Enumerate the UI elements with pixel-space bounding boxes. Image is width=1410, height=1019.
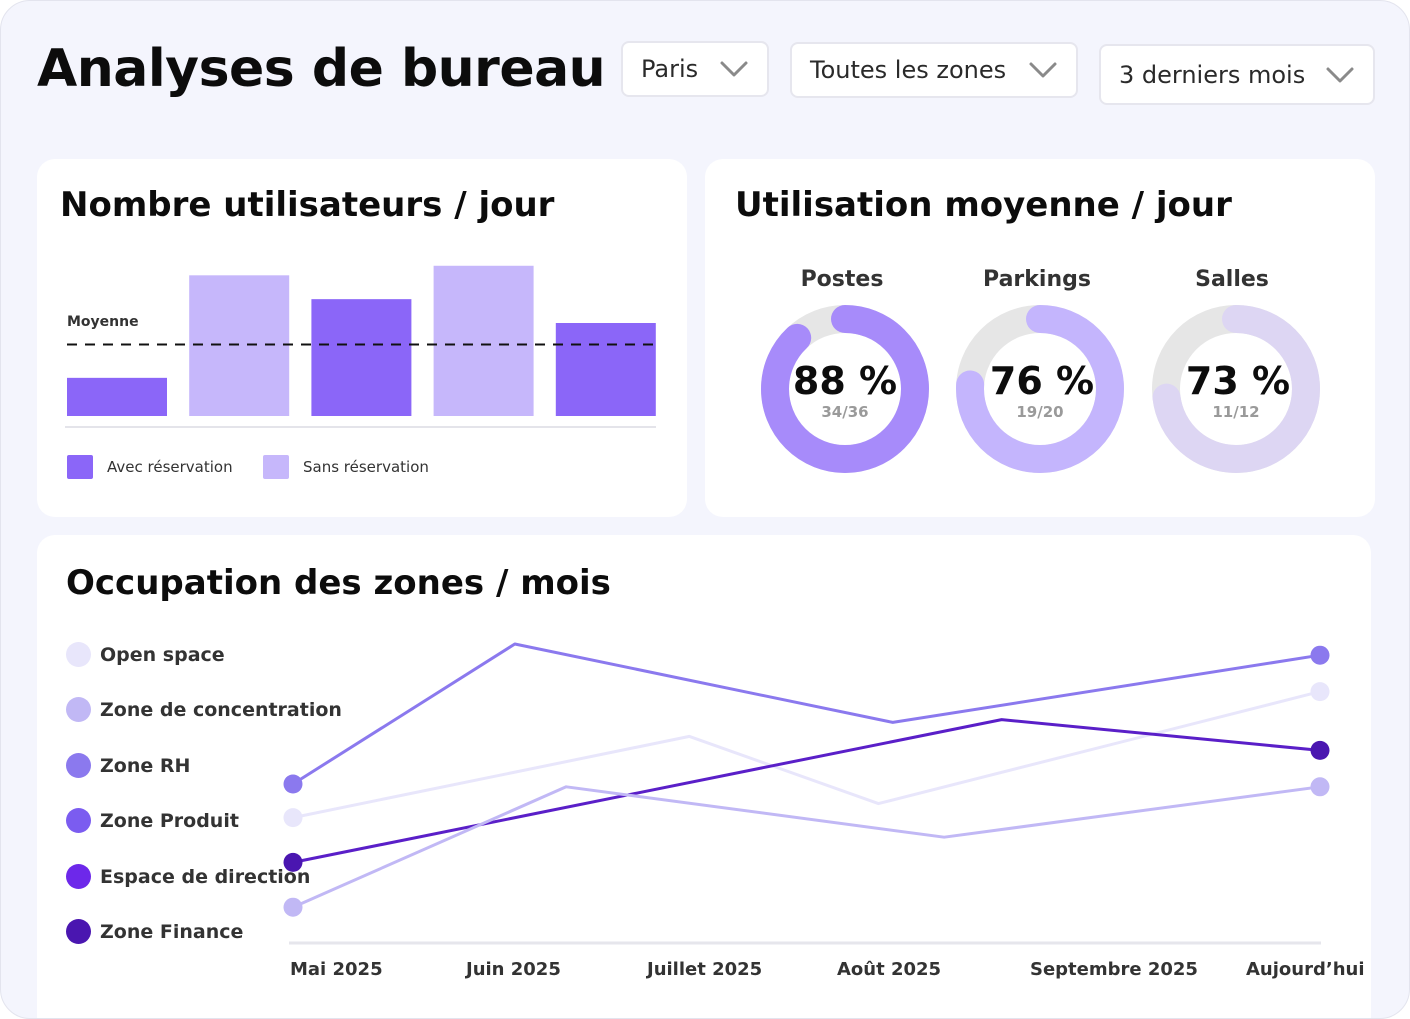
series-point: [283, 897, 303, 917]
donut-percent-parkings: 76 %: [989, 359, 1095, 403]
legend-dot: [66, 697, 91, 722]
legend-dot: [66, 808, 91, 833]
chevron-down-icon: [720, 61, 748, 77]
chevron-down-icon: [1326, 67, 1354, 82]
zone-legend-label: Espace de direction: [100, 865, 311, 888]
donut-label-postes: Postes: [800, 267, 884, 292]
x-tick-label: Août 2025: [837, 959, 942, 980]
donut-percent-salles: 73 %: [1185, 359, 1291, 403]
x-tick-label: Aujourd’hui: [1246, 959, 1365, 980]
city-dropdown-value: Paris: [641, 55, 699, 83]
bar: [189, 275, 290, 416]
zone-legend-label: Zone Produit: [100, 809, 239, 832]
legend-dot: [66, 864, 91, 889]
chevron-down-icon: [1029, 62, 1057, 78]
x-tick-label: Juillet 2025: [647, 959, 763, 980]
zone-legend-label: Zone RH: [100, 754, 191, 777]
zone-legend-rh: Zone RH: [66, 753, 190, 778]
donut-label-parkings: Parkings: [983, 267, 1091, 292]
zone-legend-direction: Espace de direction: [66, 864, 310, 889]
city-dropdown[interactable]: Paris: [621, 41, 769, 97]
legend-dot: [66, 642, 91, 667]
donut-fraction-postes: 34/36: [821, 403, 869, 421]
series-line: [292, 718, 1321, 864]
donut-progress: [956, 305, 1124, 473]
legend-dot: [66, 753, 91, 778]
zone-legend-open-space: Open space: [66, 642, 225, 667]
legend-label: Avec réservation: [107, 458, 233, 476]
series-point: [283, 852, 303, 872]
zones-card-title: Occupation des zones / mois: [66, 563, 611, 603]
zone-dropdown-value: Toutes les zones: [810, 56, 1007, 84]
legend-with-reservation: Avec réservation: [67, 455, 233, 479]
series-point: [1310, 777, 1330, 797]
legend-swatch: [263, 455, 289, 479]
usage-card-title: Utilisation moyenne / jour: [735, 185, 1232, 225]
donut-fraction-salles: 11/12: [1212, 403, 1260, 421]
zone-legend-finance: Zone Finance: [66, 919, 243, 944]
legend-dot: [66, 919, 91, 944]
legend-swatch: [67, 455, 93, 479]
average-label: Moyenne: [67, 314, 139, 330]
legend-label: Sans réservation: [303, 458, 429, 476]
zone-legend-label: Open space: [100, 643, 225, 666]
series-point: [1310, 740, 1330, 760]
x-tick-label: Juin 2025: [466, 959, 561, 980]
zone-legend-produit: Zone Produit: [66, 808, 239, 833]
bar: [311, 299, 412, 416]
zone-legend-label: Zone Finance: [100, 920, 244, 943]
period-dropdown[interactable]: 3 derniers mois: [1099, 44, 1375, 105]
series-line: [292, 690, 1321, 820]
series-point: [283, 774, 303, 794]
series-point: [1310, 645, 1330, 665]
donut-label-salles: Salles: [1195, 267, 1269, 292]
series-point: [1310, 682, 1330, 702]
bar: [555, 323, 656, 416]
page-title: Analyses de bureau: [37, 39, 606, 99]
donut-progress: [761, 305, 929, 473]
donut-progress: [1152, 305, 1320, 473]
zone-legend-concentration: Zone de concentration: [66, 697, 342, 722]
bar: [67, 377, 167, 416]
users-card-title: Nombre utilisateurs / jour: [60, 185, 555, 225]
zone-legend-label: Zone de concentration: [100, 698, 342, 721]
x-tick-label: Mai 2025: [290, 959, 383, 980]
zones-card: [37, 535, 1371, 1018]
series-line: [292, 642, 1321, 786]
series-line: [292, 785, 1321, 909]
donut-fraction-parkings: 19/20: [1016, 403, 1064, 421]
donut-percent-postes: 88 %: [792, 359, 898, 403]
series-point: [283, 808, 303, 828]
bar: [433, 265, 534, 416]
x-tick-label: Septembre 2025: [1030, 959, 1198, 980]
zone-dropdown[interactable]: Toutes les zones: [790, 42, 1078, 98]
period-dropdown-value: 3 derniers mois: [1119, 60, 1306, 89]
legend-without-reservation: Sans réservation: [263, 455, 429, 479]
